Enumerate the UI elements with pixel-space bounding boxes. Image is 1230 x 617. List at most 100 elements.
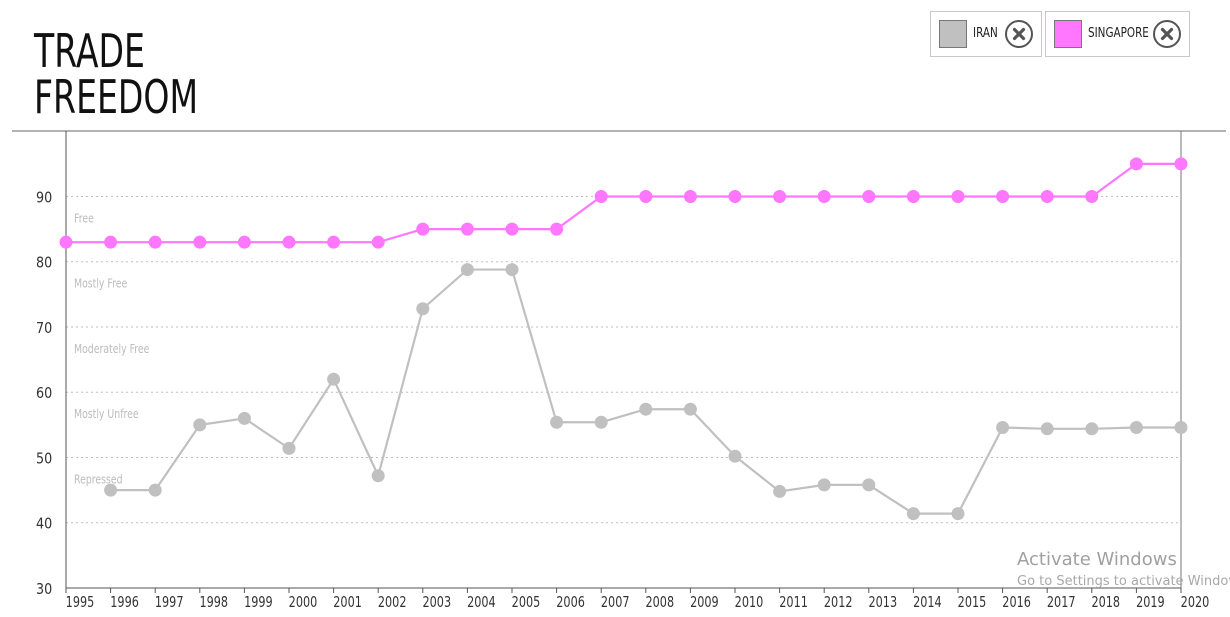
x-tick-label: 2000 bbox=[289, 595, 318, 612]
data-point-singapore bbox=[951, 190, 965, 203]
legend: IRAN SINGAPORE bbox=[0, 11, 1230, 59]
title-line-1: TRADE bbox=[34, 24, 145, 78]
x-tick-label: 2013 bbox=[868, 595, 897, 612]
data-point-singapore bbox=[282, 235, 296, 249]
data-point-singapore bbox=[1174, 157, 1188, 171]
data-point-singapore bbox=[594, 190, 608, 203]
x-tick-label: 2001 bbox=[333, 595, 362, 612]
data-point-singapore bbox=[773, 190, 787, 203]
y-tick-label: 80 bbox=[36, 255, 52, 272]
data-point-iran bbox=[416, 302, 430, 316]
data-point-singapore bbox=[460, 222, 474, 236]
x-tick-label: 2002 bbox=[378, 595, 407, 612]
x-tick-label: 2008 bbox=[645, 595, 674, 612]
data-point-iran bbox=[148, 483, 162, 497]
y-tick-label: 50 bbox=[36, 451, 52, 468]
band-label: Mostly Free bbox=[74, 277, 128, 291]
data-point-singapore bbox=[237, 235, 251, 249]
data-point-iran bbox=[951, 507, 965, 521]
data-point-singapore bbox=[416, 222, 430, 236]
data-point-iran bbox=[104, 483, 118, 497]
x-tick-label: 2012 bbox=[824, 595, 853, 612]
x-tick-label: 1995 bbox=[66, 595, 95, 612]
data-point-iran bbox=[505, 263, 519, 277]
x-tick-label: 2004 bbox=[467, 595, 496, 612]
data-point-iran bbox=[817, 478, 831, 492]
y-tick-label: 90 bbox=[36, 190, 52, 207]
data-point-singapore bbox=[906, 190, 920, 203]
data-point-iran bbox=[193, 418, 207, 432]
remove-singapore-button[interactable] bbox=[1153, 20, 1181, 48]
close-icon bbox=[1012, 27, 1026, 41]
activate-windows-title: Activate Windows bbox=[1017, 549, 1177, 570]
data-point-iran bbox=[773, 484, 787, 498]
data-point-singapore bbox=[1085, 190, 1099, 203]
legend-item-iran[interactable]: IRAN bbox=[930, 11, 1042, 57]
data-point-iran bbox=[550, 415, 564, 429]
y-tick-label: 40 bbox=[36, 516, 52, 533]
data-point-iran bbox=[639, 402, 653, 416]
data-point-singapore bbox=[862, 190, 876, 203]
data-point-iran bbox=[371, 469, 385, 483]
iran-color-swatch bbox=[939, 20, 967, 48]
data-point-singapore bbox=[148, 235, 162, 249]
x-tick-label: 2018 bbox=[1091, 595, 1120, 612]
data-point-singapore bbox=[193, 235, 207, 249]
data-point-iran bbox=[683, 402, 697, 416]
y-tick-label: 70 bbox=[36, 320, 52, 337]
series-line-iran bbox=[110, 268, 1181, 515]
activate-windows-subtitle: Go to Settings to activate Windows. bbox=[1017, 574, 1230, 589]
x-tick-label: 2015 bbox=[958, 595, 987, 612]
data-point-iran bbox=[1085, 422, 1099, 436]
remove-iran-button[interactable] bbox=[1005, 20, 1033, 48]
x-tick-label: 2003 bbox=[422, 595, 451, 612]
legend-label-singapore: SINGAPORE bbox=[1088, 26, 1149, 41]
data-point-iran bbox=[1174, 420, 1188, 434]
data-point-singapore bbox=[104, 235, 118, 249]
chart-title: TRADE FREEDOM bbox=[34, 28, 198, 120]
x-tick-label: 2016 bbox=[1002, 595, 1031, 612]
data-point-singapore bbox=[1129, 157, 1143, 171]
data-point-singapore bbox=[505, 222, 519, 236]
band-label: Moderately Free bbox=[74, 342, 150, 356]
band-label: Free bbox=[74, 211, 94, 225]
singapore-color-swatch bbox=[1054, 20, 1082, 48]
data-point-iran bbox=[327, 372, 341, 386]
data-point-iran bbox=[1040, 422, 1054, 436]
data-point-iran bbox=[237, 411, 251, 425]
data-point-singapore bbox=[817, 190, 831, 203]
y-tick-label: 60 bbox=[36, 385, 52, 402]
data-point-iran bbox=[1129, 420, 1143, 434]
x-tick-label: 2011 bbox=[779, 595, 808, 612]
x-tick-label: 1999 bbox=[244, 595, 273, 612]
data-point-singapore bbox=[1040, 190, 1054, 203]
data-point-singapore bbox=[327, 235, 341, 249]
x-tick-label: 2007 bbox=[601, 595, 630, 612]
data-point-singapore bbox=[59, 235, 73, 249]
x-tick-label: 2014 bbox=[913, 595, 942, 612]
x-tick-label: 2020 bbox=[1181, 595, 1210, 612]
data-point-singapore bbox=[371, 235, 385, 249]
band-label: Mostly Unfree bbox=[74, 407, 139, 421]
band-label: Repressed bbox=[74, 472, 123, 486]
legend-item-singapore[interactable]: SINGAPORE bbox=[1045, 11, 1190, 57]
x-tick-label: 1997 bbox=[155, 595, 184, 612]
series-line-singapore bbox=[66, 162, 1181, 244]
data-point-singapore bbox=[996, 190, 1010, 203]
x-tick-label: 2017 bbox=[1047, 595, 1076, 612]
legend-label-iran: IRAN bbox=[973, 26, 998, 41]
close-icon bbox=[1160, 27, 1174, 41]
data-point-iran bbox=[728, 449, 742, 463]
x-tick-label: 1998 bbox=[199, 595, 228, 612]
data-point-iran bbox=[996, 420, 1010, 434]
data-point-singapore bbox=[683, 190, 697, 203]
x-tick-label: 2006 bbox=[556, 595, 585, 612]
x-tick-label: 2009 bbox=[690, 595, 719, 612]
data-point-singapore bbox=[639, 190, 653, 203]
data-point-iran bbox=[594, 415, 608, 429]
title-line-2: FREEDOM bbox=[34, 70, 199, 124]
x-tick-label: 2010 bbox=[735, 595, 764, 612]
data-point-iran bbox=[460, 263, 474, 277]
data-point-singapore bbox=[728, 190, 742, 203]
